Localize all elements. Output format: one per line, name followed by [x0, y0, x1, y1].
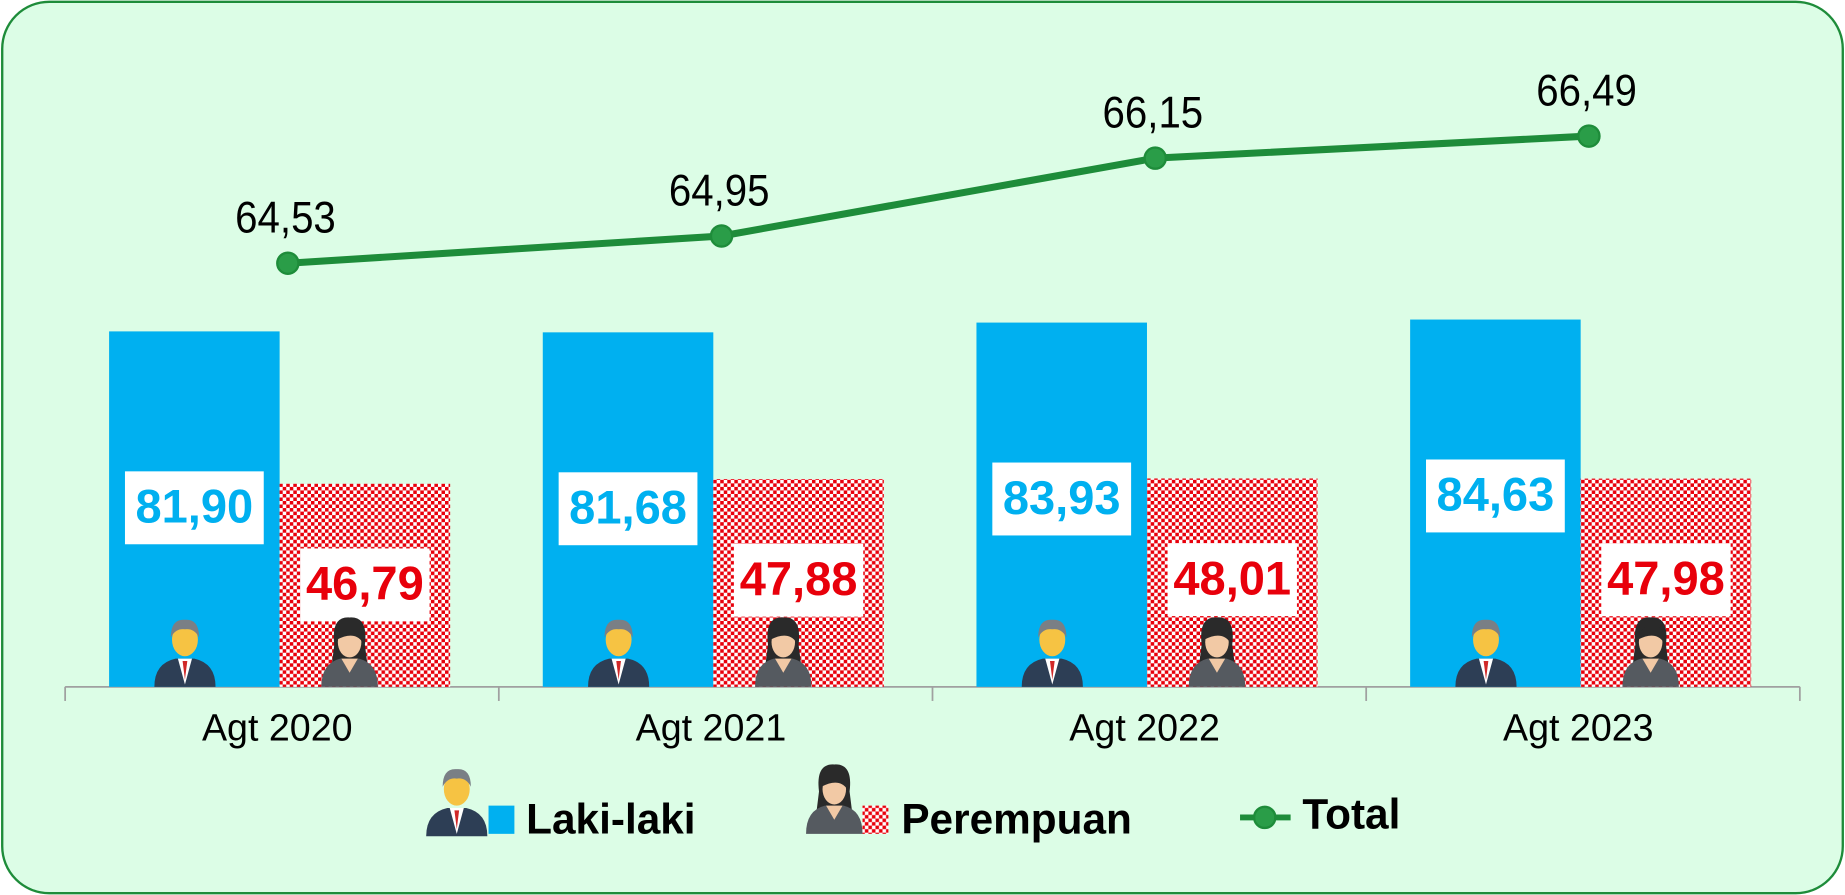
- legend-swatch: [488, 805, 515, 834]
- value-label: 46,79: [306, 557, 424, 610]
- total-point: [276, 251, 300, 275]
- total-label: 66,49: [1536, 67, 1637, 116]
- legend-swatch: [862, 805, 889, 834]
- value-label-box: [1167, 543, 1297, 617]
- x-tick-label: Agt 2023: [1503, 706, 1654, 748]
- value-label-box: [992, 462, 1132, 536]
- value-label: 47,88: [740, 552, 858, 605]
- value-label-box: [1601, 543, 1731, 617]
- legend-label: Laki-laki: [526, 795, 695, 842]
- total-point: [1143, 146, 1167, 170]
- value-label: 81,90: [136, 480, 254, 533]
- legend-label: Perempuan: [901, 795, 1132, 842]
- total-label: 64,95: [669, 167, 770, 216]
- value-label-box: [300, 548, 430, 622]
- value-label-box: [733, 543, 864, 617]
- value-label-box: [124, 471, 264, 545]
- value-label-box: [1426, 459, 1565, 533]
- total-label: 64,53: [235, 194, 336, 243]
- total-line: [287, 132, 1590, 267]
- legend-dot: [1252, 805, 1277, 830]
- value-label-box: [558, 472, 698, 546]
- legend-label: Total: [1302, 791, 1400, 838]
- x-tick-label: Agt 2020: [202, 706, 353, 748]
- total-point: [1577, 124, 1601, 148]
- total-label: 66,15: [1103, 89, 1204, 138]
- value-label: 81,68: [569, 481, 687, 534]
- total-point: [709, 224, 734, 248]
- value-label: 84,63: [1437, 468, 1555, 521]
- value-label: 48,01: [1173, 551, 1291, 604]
- value-label: 47,98: [1607, 552, 1725, 605]
- x-tick-label: Agt 2021: [636, 706, 787, 748]
- value-label: 83,93: [1003, 471, 1121, 524]
- x-tick-label: Agt 2022: [1069, 706, 1220, 748]
